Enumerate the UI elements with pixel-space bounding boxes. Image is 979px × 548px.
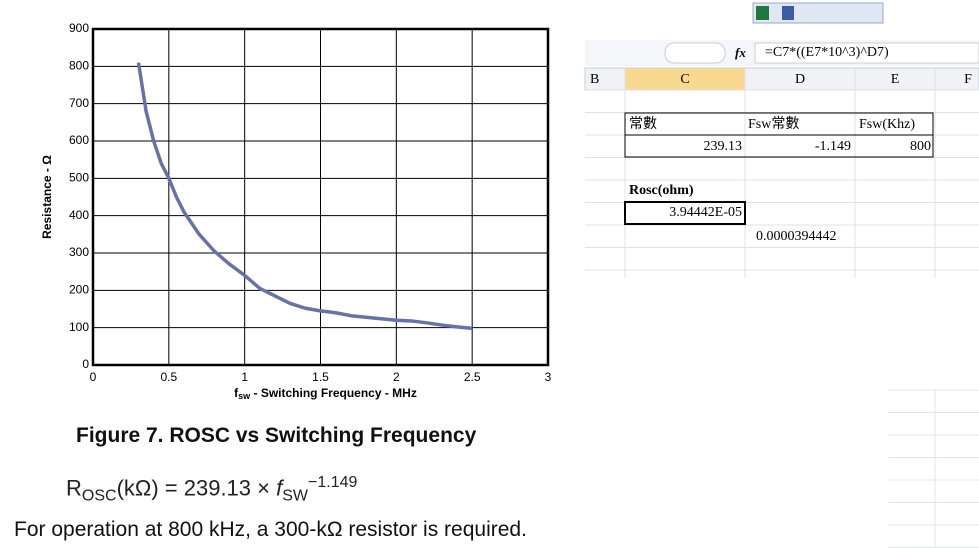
spreadsheet: B C D E F <box>584 2 979 548</box>
x-label-rest: - Switching Frequency - MHz <box>250 386 417 400</box>
cell: Rosc(ohm) <box>629 183 694 198</box>
fx-label: fx <box>735 45 746 60</box>
x-tick-label: 2.5 <box>464 370 481 384</box>
formula-exponent: −1.149 <box>308 474 358 491</box>
formula-r: R <box>66 475 82 501</box>
x-tick-label: 0 <box>90 370 97 384</box>
active-cell <box>624 201 746 225</box>
column-header: F <box>964 72 972 87</box>
line-series <box>136 62 473 331</box>
figure-caption: Figure 7. ROSC vs Switching Frequency <box>76 424 477 447</box>
column-header: B <box>590 72 599 87</box>
formula-text: =C7*((E7*10^3)^D7) <box>765 45 889 60</box>
cell: Fsw(Khz) <box>859 117 915 132</box>
cell: 3.94442E-05 <box>669 205 742 220</box>
x-axis-label: fsw - Switching Frequency - MHz <box>234 386 417 401</box>
x-tick-label: 2 <box>393 370 400 384</box>
formula-middle: (kΩ) = 239.13 × <box>116 475 277 501</box>
y-tick-label: 300 <box>69 245 89 259</box>
x-tick-label: 1 <box>241 370 248 384</box>
y-tick-label: 800 <box>69 59 89 73</box>
cell: 常數 <box>629 117 657 132</box>
excel-icon <box>756 6 769 20</box>
cell: 239.13 <box>703 139 743 154</box>
x-tick-label: 3 <box>545 370 552 384</box>
y-tick-label: 200 <box>69 283 89 297</box>
x-tick-label: 1.5 <box>312 370 329 384</box>
formula: ROSC(kΩ) = 239.13 × fSW−1.149 <box>66 474 357 506</box>
name-box <box>664 42 726 64</box>
column-header: C <box>680 72 689 87</box>
cell: 800 <box>910 139 931 154</box>
y-tick-label: 900 <box>69 21 89 35</box>
save-icon <box>782 6 794 20</box>
formula-f: f <box>276 475 283 501</box>
formula-f-sub: SW <box>282 487 309 505</box>
y-tick-label: 400 <box>69 208 89 222</box>
x-label-subscript: sw <box>238 391 251 401</box>
y-tick-label: 0 <box>82 357 89 371</box>
x-label-symbol: f <box>234 386 239 400</box>
formula-r-sub: OSC <box>81 487 117 505</box>
toolbar <box>752 2 884 24</box>
y-axis-label: Resistance - Ω <box>40 155 54 239</box>
column-header: E <box>891 72 900 87</box>
cell: Fsw常數 <box>748 117 800 132</box>
y-tick-label: 500 <box>69 171 89 185</box>
y-tick-label: 600 <box>69 133 89 147</box>
y-tick-label: 700 <box>69 96 89 110</box>
formula-input <box>754 42 979 64</box>
cell: -1.149 <box>814 139 851 154</box>
y-tick-label: 100 <box>69 320 89 334</box>
cell: 0.0000394442 <box>756 229 837 244</box>
column-header: D <box>795 72 805 87</box>
body-text: For operation at 800 kHz, a 300-kΩ resis… <box>14 518 527 541</box>
x-tick-label: 0.5 <box>160 370 177 384</box>
plot-frame <box>91 27 550 367</box>
